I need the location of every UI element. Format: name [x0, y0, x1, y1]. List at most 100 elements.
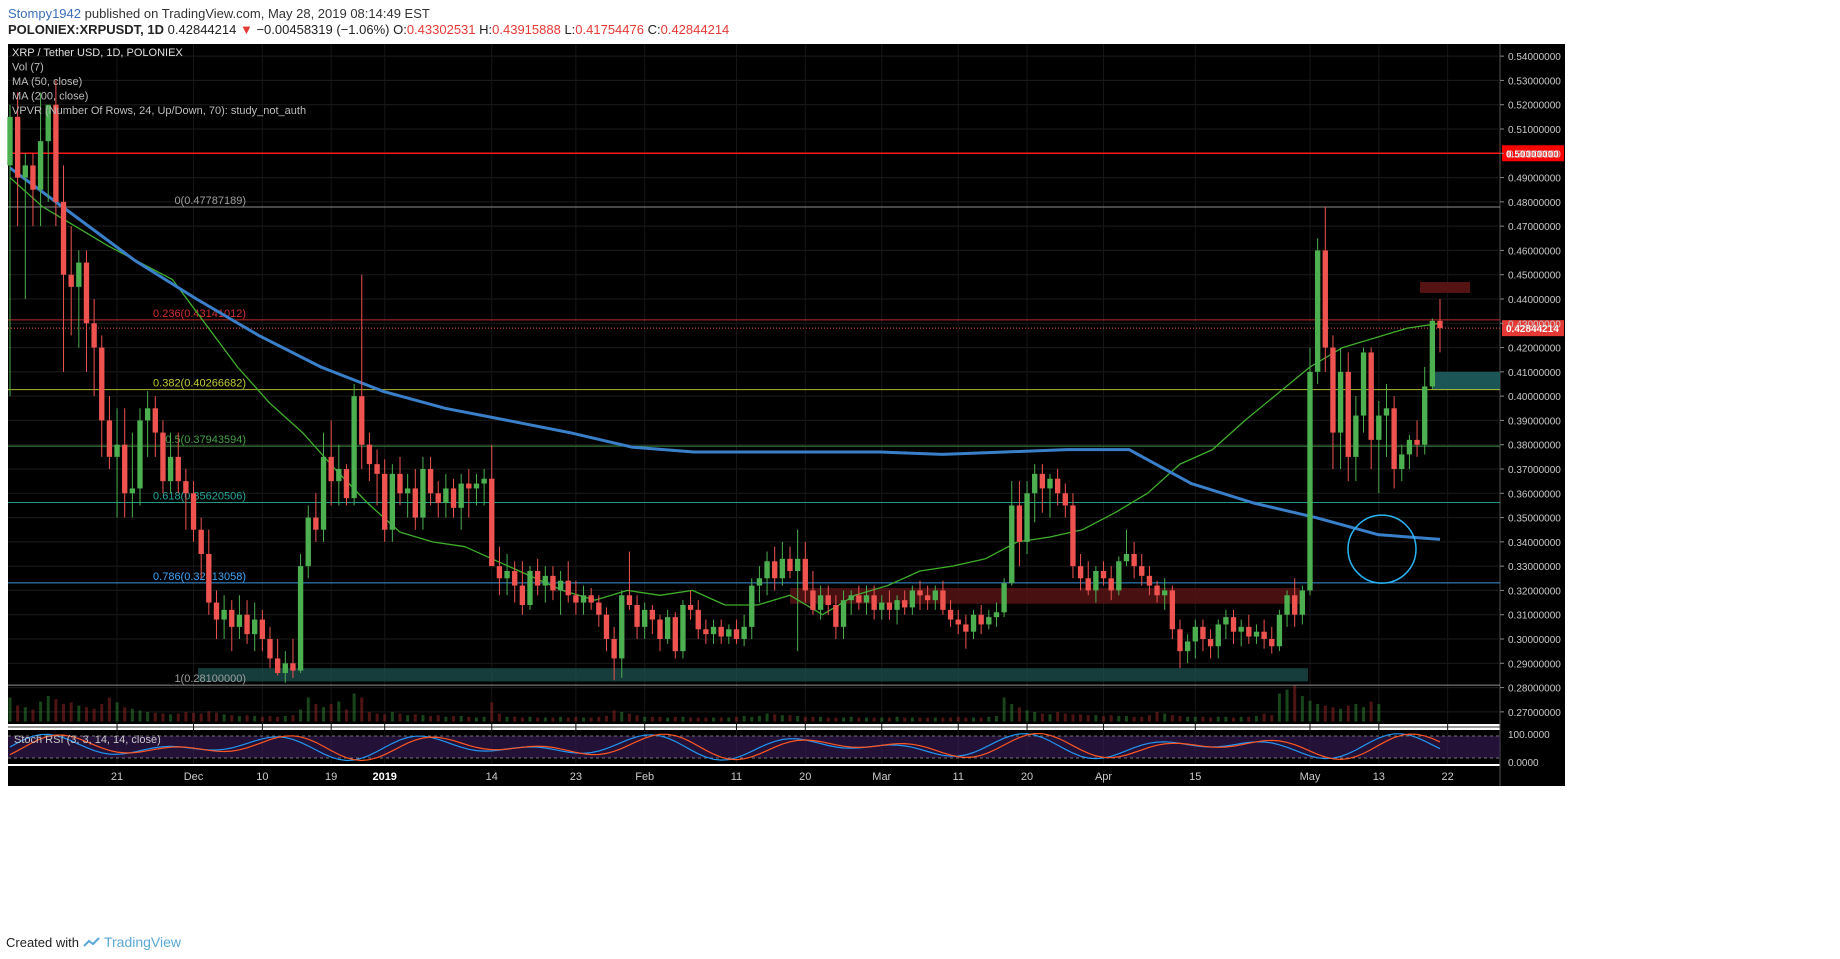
candle-body	[99, 347, 105, 421]
candle	[1399, 444, 1405, 482]
candle-body	[626, 595, 633, 605]
volume-bar	[1017, 707, 1021, 722]
tradingview-brand[interactable]: TradingView	[83, 934, 181, 950]
volume-bar	[1163, 713, 1167, 722]
candle-body	[573, 595, 579, 603]
volume-bar	[551, 717, 555, 722]
candle	[473, 473, 480, 506]
candle-body	[30, 165, 36, 190]
candle	[810, 571, 816, 615]
candle	[397, 456, 403, 506]
candle-body	[1001, 583, 1007, 613]
volume-bar	[1354, 703, 1358, 722]
legend-item: Vol (7)	[12, 62, 44, 74]
candle	[382, 459, 388, 542]
y-tick-label: 0.39000000	[1508, 416, 1561, 427]
volume-bar	[1377, 703, 1381, 722]
candle-body	[473, 483, 480, 489]
candle-body	[1368, 352, 1374, 440]
x-tick-label: Apr	[1095, 771, 1112, 783]
volume-bar	[864, 717, 868, 722]
y-tick-label: 0.30000000	[1508, 635, 1561, 646]
candle	[1383, 384, 1390, 457]
volume-bar	[367, 711, 371, 722]
candle	[603, 607, 610, 652]
candle	[167, 432, 174, 494]
candle-body	[450, 488, 457, 508]
volume-bar	[398, 713, 402, 722]
candle-body	[53, 104, 59, 202]
volume-bar	[1346, 705, 1350, 722]
candle-body	[794, 558, 801, 571]
candle-body	[252, 619, 258, 635]
volume-bar	[77, 705, 81, 722]
candle-body	[397, 473, 403, 494]
volume-bar	[819, 716, 823, 722]
volume-bar	[857, 717, 861, 722]
volume-bar	[1048, 714, 1052, 722]
candle-body	[1399, 454, 1405, 469]
price-chart[interactable]: 0.50000000 0(0.47787189) 0.236(0.43141012)…	[0, 44, 1840, 927]
candle	[993, 602, 1000, 627]
volume-bar	[1216, 716, 1220, 722]
volume-bar	[253, 715, 257, 722]
candle-body	[909, 590, 916, 608]
volume-bar	[1056, 711, 1060, 722]
volume-bar	[1102, 715, 1106, 722]
candle-body	[152, 408, 158, 433]
volume-bar	[429, 715, 433, 722]
candle-body	[963, 624, 969, 632]
volume-bar	[344, 709, 348, 722]
volume-bar	[467, 716, 471, 722]
candle-body	[496, 566, 503, 579]
candle	[726, 624, 732, 644]
legend-item: XRP / Tether USD, 1D, POLONIEX	[12, 47, 183, 59]
candle-body	[259, 619, 266, 639]
y-tick-label: 0.43000000	[1508, 319, 1561, 330]
candle	[1024, 481, 1030, 554]
volume-bar	[612, 710, 616, 722]
candle	[611, 626, 617, 681]
candle	[1016, 481, 1023, 567]
x-tick-label: Feb	[635, 771, 654, 783]
author-link[interactable]: Stompy1942	[8, 6, 81, 21]
candle	[534, 558, 541, 596]
candle	[320, 432, 327, 542]
candle	[60, 165, 67, 372]
candle-body	[1093, 571, 1099, 591]
candle-body	[970, 614, 977, 632]
y-tick-label: 0.41000000	[1508, 368, 1561, 379]
tradingview-label: TradingView	[103, 934, 182, 950]
fib-label: 0.382(0.40266682)	[153, 378, 246, 390]
candle	[909, 585, 916, 615]
stoch-tick-label: 100.0000	[1508, 730, 1550, 741]
candle-body	[183, 481, 189, 494]
candle-body	[817, 595, 824, 610]
volume-bar	[972, 717, 976, 722]
y-tick-label: 0.27000000	[1508, 708, 1561, 719]
candle-body	[1383, 408, 1390, 416]
candle	[1009, 481, 1015, 586]
volume-bar	[329, 703, 333, 722]
candle	[703, 619, 709, 644]
resistance-zone-high	[1420, 282, 1470, 293]
candle	[863, 585, 870, 615]
volume-bar	[299, 709, 303, 722]
volume-bar	[62, 703, 66, 722]
volume-bar	[283, 715, 287, 722]
volume-bar	[780, 715, 784, 722]
volume-bar	[956, 716, 960, 722]
volume-bar	[650, 716, 654, 722]
volume-bar	[1155, 711, 1159, 722]
candle	[1039, 464, 1046, 513]
candle	[30, 153, 36, 227]
candle-body	[1299, 590, 1306, 615]
candle-body	[37, 141, 44, 190]
candle-body	[1314, 250, 1321, 372]
candle-body	[1422, 386, 1428, 445]
volume-bar	[322, 707, 326, 722]
candle	[512, 561, 518, 603]
candle	[328, 420, 334, 506]
candle	[649, 605, 656, 635]
volume-bar	[543, 717, 547, 722]
